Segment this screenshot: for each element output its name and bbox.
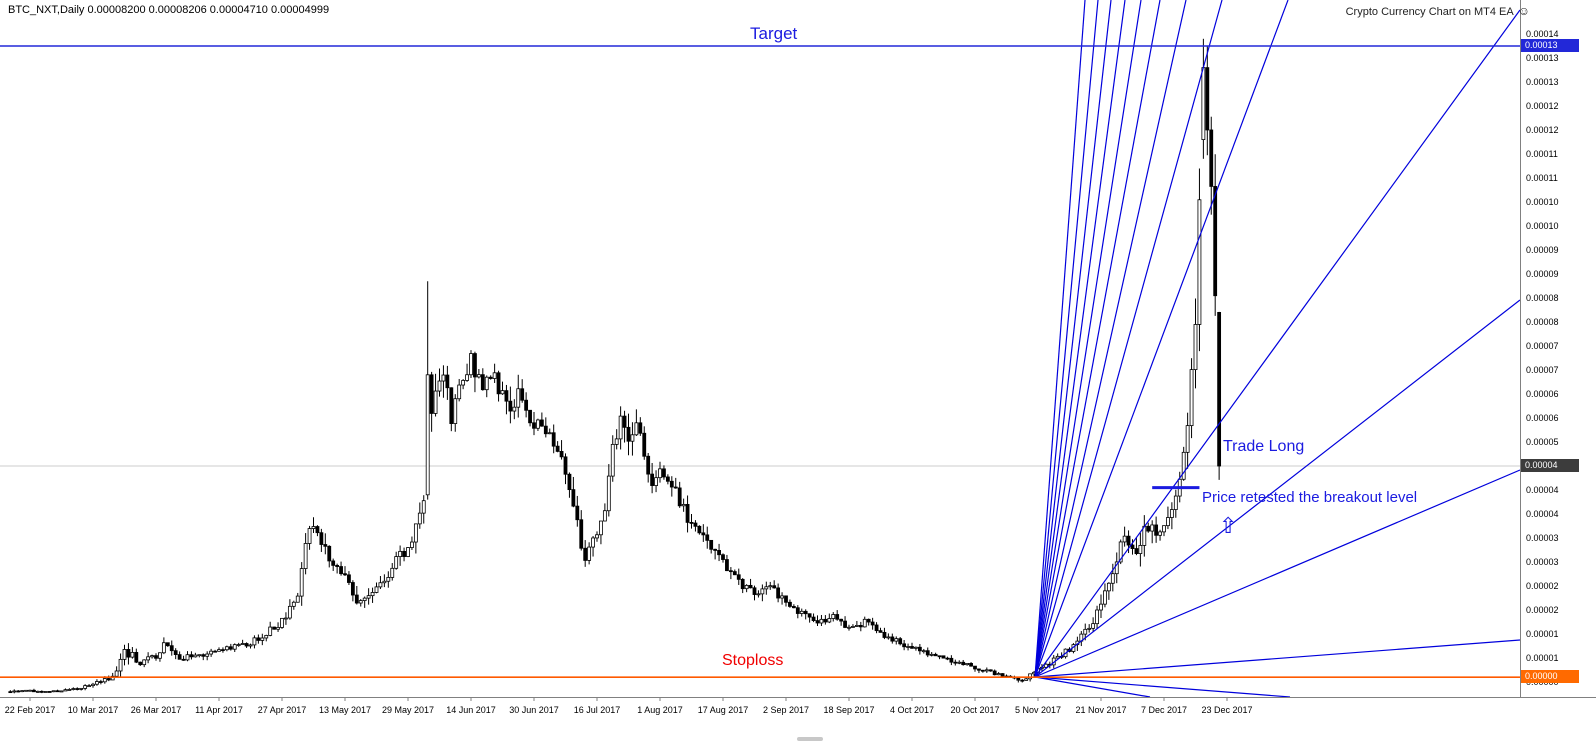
svg-text:0.00007: 0.00007 <box>1526 341 1559 351</box>
svg-text:16 Jul 2017: 16 Jul 2017 <box>574 705 621 715</box>
svg-text:27 Apr 2017: 27 Apr 2017 <box>258 705 307 715</box>
svg-text:0.00011: 0.00011 <box>1526 173 1558 183</box>
smiley-icon: ☺ <box>1517 4 1530 18</box>
svg-text:4 Oct 2017: 4 Oct 2017 <box>890 705 934 715</box>
svg-text:0.00004: 0.00004 <box>1526 509 1559 519</box>
svg-text:0.00002: 0.00002 <box>1526 605 1559 615</box>
svg-text:0.00002: 0.00002 <box>1526 581 1559 591</box>
svg-text:0.00013: 0.00013 <box>1526 77 1559 87</box>
stoploss-annotation[interactable]: Stoploss <box>722 652 784 669</box>
horizontal-scrollbar-thumb[interactable] <box>797 737 823 741</box>
svg-text:0.00001: 0.00001 <box>1526 653 1559 663</box>
svg-text:29 May 2017: 29 May 2017 <box>382 705 434 715</box>
svg-text:0.00010: 0.00010 <box>1526 221 1559 231</box>
svg-text:7 Dec 2017: 7 Dec 2017 <box>1141 705 1187 715</box>
svg-text:0.00005: 0.00005 <box>1526 437 1559 447</box>
svg-text:11 Apr 2017: 11 Apr 2017 <box>195 705 243 715</box>
svg-text:0.00014: 0.00014 <box>1526 29 1559 39</box>
up-arrow-icon[interactable]: ⇧ <box>1219 514 1238 539</box>
svg-text:20 Oct 2017: 20 Oct 2017 <box>950 705 999 715</box>
svg-text:18 Sep 2017: 18 Sep 2017 <box>823 705 874 715</box>
svg-text:5 Nov 2017: 5 Nov 2017 <box>1015 705 1061 715</box>
svg-text:0.00003: 0.00003 <box>1526 533 1559 543</box>
svg-text:0.00006: 0.00006 <box>1526 413 1559 423</box>
svg-text:14 Jun 2017: 14 Jun 2017 <box>446 705 496 715</box>
svg-text:0.00008: 0.00008 <box>1526 317 1559 327</box>
svg-text:0.00012: 0.00012 <box>1526 125 1559 135</box>
svg-text:0.00001: 0.00001 <box>1526 629 1559 639</box>
stoploss-price-badge: 0.00000 <box>1521 670 1579 683</box>
bid-price-badge: 0.00004 <box>1521 459 1579 472</box>
svg-text:0.00011: 0.00011 <box>1526 149 1558 159</box>
svg-text:26 Mar 2017: 26 Mar 2017 <box>131 705 182 715</box>
svg-text:0.00009: 0.00009 <box>1526 245 1559 255</box>
target-price-badge: 0.00013 <box>1521 39 1579 52</box>
target-annotation[interactable]: Target <box>750 24 798 43</box>
svg-text:0.00012: 0.00012 <box>1526 101 1559 111</box>
svg-text:13 May 2017: 13 May 2017 <box>319 705 371 715</box>
svg-text:17 Aug 2017: 17 Aug 2017 <box>698 705 749 715</box>
svg-text:0.00009: 0.00009 <box>1526 269 1559 279</box>
svg-text:21 Nov 2017: 21 Nov 2017 <box>1075 705 1126 715</box>
symbol-ohlc-readout: BTC_NXT,Daily 0.00008200 0.00008206 0.00… <box>8 4 330 16</box>
svg-text:30 Jun 2017: 30 Jun 2017 <box>509 705 559 715</box>
svg-text:0.00008: 0.00008 <box>1526 293 1559 303</box>
candles-series <box>8 38 1222 694</box>
watermark: Crypto Currency Chart on MT4 EA ☺ <box>1346 4 1530 18</box>
retest-annotation[interactable]: Price retested the breakout level <box>1202 489 1418 506</box>
svg-text:0.00013: 0.00013 <box>1526 53 1559 63</box>
svg-text:23 Dec 2017: 23 Dec 2017 <box>1201 705 1252 715</box>
watermark-text: Crypto Currency Chart on MT4 EA <box>1345 6 1514 18</box>
svg-text:1 Aug 2017: 1 Aug 2017 <box>637 705 683 715</box>
svg-text:0.00007: 0.00007 <box>1526 365 1559 375</box>
svg-text:2 Sep 2017: 2 Sep 2017 <box>763 705 809 715</box>
trendline-fan[interactable] <box>1034 0 1520 697</box>
price-axis[interactable]: 0.00014 0.00013 0.00013 0.00012 0.00012 0.000… <box>1526 29 1559 687</box>
trade-long-annotation[interactable]: Trade Long <box>1223 438 1305 455</box>
svg-text:10 Mar 2017: 10 Mar 2017 <box>68 705 119 715</box>
time-axis[interactable]: 22 Feb 2017 10 Mar 2017 26 Mar 2017 11 Apr … <box>5 697 1253 715</box>
svg-text:22 Feb 2017: 22 Feb 2017 <box>5 705 56 715</box>
svg-text:0.00003: 0.00003 <box>1526 557 1559 567</box>
svg-text:0.00006: 0.00006 <box>1526 389 1559 399</box>
svg-text:0.00010: 0.00010 <box>1526 197 1559 207</box>
svg-text:0.00004: 0.00004 <box>1526 485 1559 495</box>
